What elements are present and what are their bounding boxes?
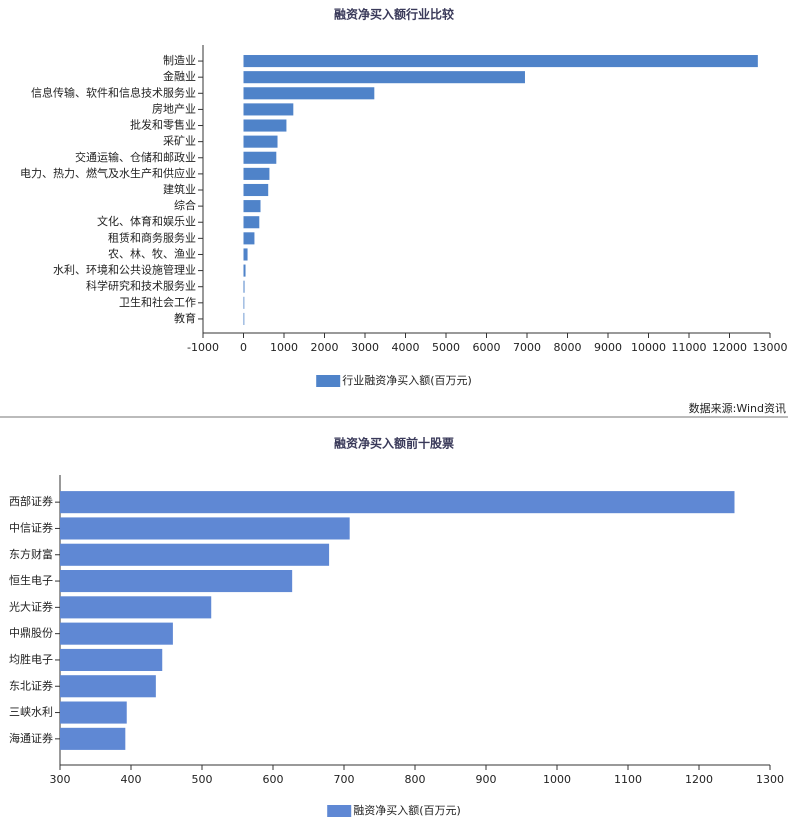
bar: [243, 232, 255, 245]
y-tick-label: 制造业: [163, 53, 196, 67]
y-tick-label: 交通运输、仓储和邮政业: [75, 150, 196, 164]
source-note: 数据来源:Wind资讯: [689, 401, 786, 415]
bar: [60, 701, 127, 724]
bar: [60, 596, 212, 619]
y-tick-label: 西部证券: [9, 494, 53, 508]
legend-swatch: [327, 805, 352, 817]
x-tick-label: 1000: [543, 773, 571, 786]
bar: [243, 167, 270, 180]
y-tick-label: 恒生电子: [9, 573, 53, 587]
x-tick-label: 12000: [712, 341, 747, 354]
x-tick-label: 800: [405, 773, 426, 786]
y-tick-label: 租赁和商务服务业: [108, 230, 196, 244]
x-tick-label: 1300: [756, 773, 784, 786]
bar: [243, 119, 287, 132]
bar: [60, 491, 735, 514]
x-tick-label: 900: [476, 773, 497, 786]
y-tick-label: 建筑业: [163, 182, 196, 196]
x-tick-label: 400: [121, 773, 142, 786]
y-tick-label: 均胜电子: [9, 652, 53, 666]
bar: [60, 517, 350, 540]
x-tick-label: 700: [334, 773, 355, 786]
y-tick-label: 卫生和社会工作: [119, 295, 196, 309]
x-tick-label: 7000: [513, 341, 541, 354]
bar: [243, 151, 277, 164]
bar: [243, 55, 758, 68]
bar: [243, 264, 246, 277]
chart-title: 融资净买入额前十股票: [334, 436, 454, 451]
y-tick-label: 海通证券: [9, 731, 53, 745]
y-tick-label: 教育: [174, 311, 196, 325]
bar: [243, 135, 278, 148]
x-tick-label: 4000: [392, 341, 420, 354]
bar: [60, 648, 163, 671]
x-tick-label: 10000: [631, 341, 666, 354]
bar: [243, 312, 245, 325]
x-tick-label: 1100: [614, 773, 642, 786]
x-tick-label: 11000: [672, 341, 707, 354]
x-tick-label: 1000: [270, 341, 298, 354]
bar: [243, 296, 245, 309]
x-tick-label: 500: [192, 773, 213, 786]
bar: [60, 675, 156, 698]
bar: [243, 183, 269, 197]
x-tick-label: 1200: [685, 773, 713, 786]
x-tick-label: 13000: [753, 341, 788, 354]
y-tick-label: 农、林、牧、渔业: [108, 246, 196, 260]
y-tick-label: 东方财富: [9, 547, 53, 561]
y-tick-label: 中鼎股份: [9, 627, 53, 640]
bar: [243, 200, 261, 213]
x-tick-label: 6000: [473, 341, 501, 354]
y-tick-label: 采矿业: [163, 135, 196, 148]
bar: [60, 543, 330, 566]
bar: [243, 87, 375, 100]
bar: [60, 570, 293, 593]
x-tick-label: 0: [240, 341, 247, 354]
bar: [243, 216, 260, 229]
chart-title: 融资净买入额行业比较: [334, 7, 454, 22]
y-tick-label: 批发和零售业: [130, 118, 196, 132]
legend-label: 行业融资净买入额(百万元): [342, 373, 472, 387]
legend-swatch: [316, 375, 341, 387]
x-tick-label: 3000: [351, 341, 379, 354]
y-tick-label: 电力、热力、燃气及水生产和供应业: [20, 166, 196, 180]
y-tick-label: 东北证券: [9, 678, 53, 692]
legend-label: 融资净买入额(百万元): [353, 803, 461, 817]
x-tick-label: 300: [50, 773, 71, 786]
x-tick-label: 5000: [432, 341, 460, 354]
bar: [243, 280, 245, 293]
bar: [243, 71, 525, 84]
y-tick-label: 房地产业: [152, 101, 196, 115]
bar: [60, 622, 173, 645]
y-tick-label: 中信证券: [9, 520, 53, 534]
x-tick-label: 9000: [594, 341, 622, 354]
x-tick-label: 600: [263, 773, 284, 786]
x-tick-label: -1000: [187, 341, 219, 354]
x-tick-label: 8000: [554, 341, 582, 354]
x-tick-label: 2000: [311, 341, 339, 354]
bar: [243, 248, 248, 261]
y-tick-label: 金融业: [163, 69, 196, 83]
y-tick-label: 三峡水利: [9, 705, 53, 719]
y-tick-label: 综合: [174, 198, 196, 212]
y-tick-label: 光大证券: [9, 599, 53, 613]
bar: [60, 727, 126, 750]
bar: [243, 103, 294, 116]
y-tick-label: 信息传输、软件和信息技术服务业: [31, 85, 196, 99]
y-tick-label: 水利、环境和公共设施管理业: [53, 263, 196, 277]
y-tick-label: 文化、体育和娱乐业: [97, 214, 196, 228]
y-tick-label: 科学研究和技术服务业: [86, 279, 196, 293]
